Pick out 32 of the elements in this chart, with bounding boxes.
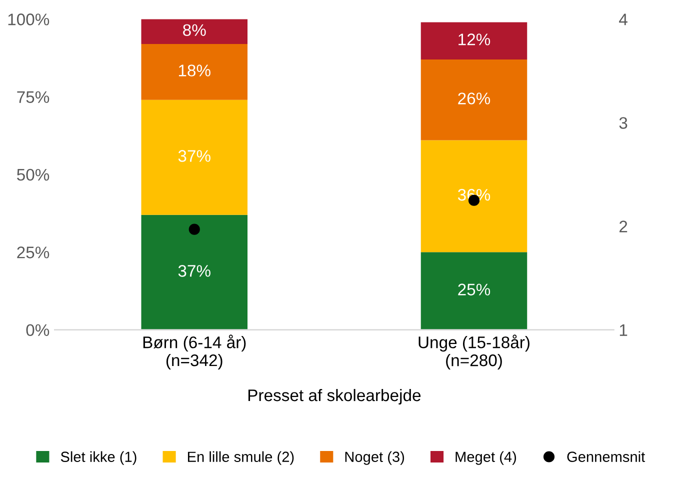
text: 12%	[458, 34, 490, 46]
legend-label: Slet ikke (1)	[60, 451, 136, 465]
x-tick-label: Børn (6-14 år) (n=342)	[143, 334, 246, 370]
bar	[141, 19, 248, 44]
x-axis-title: Presset af skolearbejde	[248, 388, 421, 405]
bar	[420, 60, 528, 140]
legend-label: En lille smule (2)	[188, 451, 294, 465]
text: 37%	[178, 150, 210, 162]
y2-tick-label: 4	[619, 14, 628, 26]
bar	[420, 252, 528, 330]
y-tick-label: 75%	[17, 91, 50, 103]
legend-label: Noget (3)	[345, 451, 404, 465]
legend-label: Meget (4)	[456, 451, 516, 465]
text: 18%	[178, 64, 210, 76]
text: 25%	[458, 284, 490, 296]
y2-tick-label: 1	[620, 324, 628, 336]
y-tick-label: 100%	[8, 14, 50, 26]
y-tick-label: 0%	[26, 324, 50, 336]
bar	[141, 100, 248, 215]
bar	[420, 22, 528, 60]
text: 37%	[178, 265, 210, 277]
y-tick-label: 25%	[17, 246, 50, 258]
y2-tick-label: 3	[619, 117, 628, 129]
bar	[141, 44, 248, 100]
y-tick-label: 50%	[17, 168, 50, 181]
bar	[141, 214, 248, 330]
x-tick-label: Unge (15-18år) (n=280)	[418, 334, 530, 370]
text: 8%	[183, 24, 206, 36]
bar	[420, 140, 528, 252]
legend-label: Gennemsnit	[567, 451, 646, 462]
y2-tick-label: 2	[620, 220, 628, 232]
text: 26%	[458, 92, 490, 104]
